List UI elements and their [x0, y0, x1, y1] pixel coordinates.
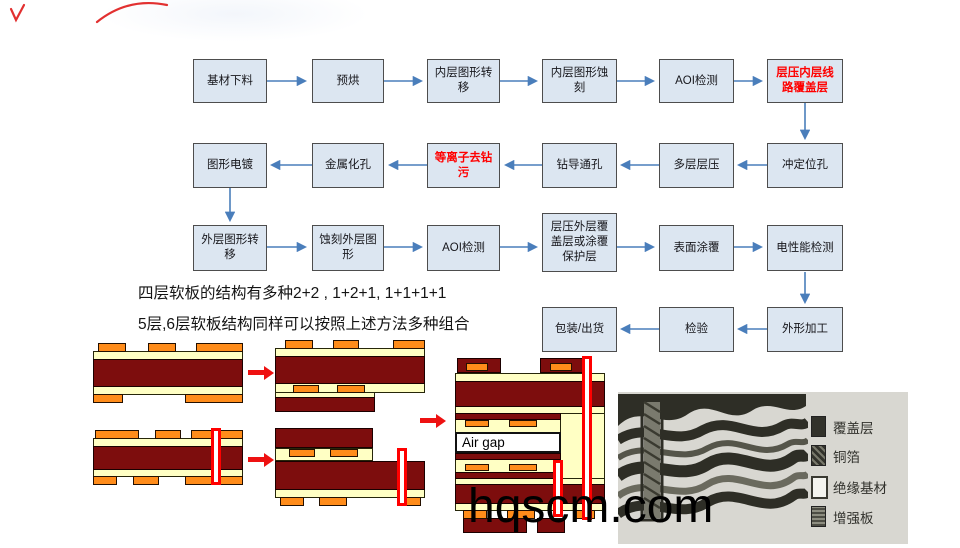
- flow-step-20: 检验: [659, 307, 734, 352]
- pcb-stack-b1: [93, 428, 243, 486]
- copper-pad: [93, 476, 117, 485]
- air-gap-label: Air gap: [462, 435, 505, 450]
- legend-swatch-coverlay: [811, 416, 826, 437]
- flow-step-2: 预烘: [312, 59, 384, 103]
- flow-step-14: 蚀刻外层图形: [312, 225, 384, 271]
- air-gap: Air gap: [455, 432, 561, 453]
- copper-pad: [289, 449, 315, 457]
- copper-pad: [319, 497, 347, 506]
- copper-pad: [550, 363, 572, 371]
- watermark-text: hqscm.com: [468, 480, 714, 533]
- conductor-layer: [93, 359, 243, 387]
- flow-step-5: AOI检测: [659, 59, 734, 103]
- conductor-layer: [455, 472, 561, 479]
- cutaway-illustration: [618, 392, 808, 544]
- conductor-layer: [455, 413, 561, 420]
- copper-pad: [466, 363, 488, 371]
- legend-label: 铜箔: [833, 450, 860, 465]
- copper-pad: [196, 343, 243, 352]
- flow-step-13: 外层图形转移: [193, 225, 267, 271]
- copper-pad: [393, 340, 425, 349]
- flow-step-12: 冲定位孔: [767, 143, 843, 188]
- pcb-stack-b2: [275, 428, 425, 508]
- plated-via: [553, 460, 563, 517]
- copper-pad: [337, 385, 365, 393]
- flex-pcb-photo: 覆盖层 铜箔 绝缘基材 增强板: [618, 392, 908, 544]
- copper-pad: [98, 343, 126, 352]
- copper-pad: [185, 394, 243, 403]
- flow-step-3: 内层图形转移: [427, 59, 500, 103]
- legend-label: 增强板: [833, 511, 874, 526]
- copper-pad: [148, 343, 176, 352]
- copper-pad: [509, 464, 537, 471]
- flow-step-19: 包装/出货: [542, 307, 617, 352]
- red-pen-marks: [9, 1, 169, 24]
- copper-pad: [507, 510, 535, 519]
- copper-pad: [285, 340, 313, 349]
- flow-step-1: 基材下料: [193, 59, 267, 103]
- copper-pad: [330, 449, 358, 457]
- legend-label: 绝缘基材: [833, 481, 887, 496]
- conductor-layer: [275, 397, 375, 412]
- copper-pad: [465, 420, 489, 427]
- plated-via: [211, 428, 221, 485]
- copper-pad: [293, 385, 319, 393]
- flow-step-6: 层压内层线路覆盖层: [767, 59, 843, 103]
- legend-swatch-copper-foil: [811, 445, 826, 466]
- conductor-layer: [275, 356, 425, 384]
- note-line-1: 四层软板的结构有多种2+2 , 1+2+1, 1+1+1+1: [138, 285, 447, 302]
- legend-label: 覆盖层: [833, 421, 874, 436]
- legend-swatch-stiffener: [811, 506, 826, 527]
- conductor-layer: [455, 453, 561, 460]
- copper-pad: [509, 420, 537, 427]
- flow-step-11: 多层层压: [659, 143, 734, 188]
- flow-step-16: 层压外层覆盖层或涂覆保护层: [542, 213, 617, 272]
- process-arrow: [248, 366, 276, 380]
- process-arrow: [420, 414, 448, 428]
- flow-step-17: 表面涂覆: [659, 225, 734, 271]
- stiffener-block: [537, 518, 565, 533]
- pcb-stack-multilayer: Air gap: [455, 356, 605, 535]
- conductor-layer: [455, 381, 605, 407]
- flow-step-9: 等离子去钻污: [427, 143, 500, 188]
- flow-step-7: 图形电镀: [193, 143, 267, 188]
- copper-pad: [95, 430, 139, 439]
- flow-step-8: 金属化孔: [312, 143, 384, 188]
- flow-step-18: 电性能检测: [767, 225, 843, 271]
- plated-via: [397, 448, 407, 506]
- note-line-2: 5层,6层软板结构同样可以按照上述方法多种组合: [138, 316, 470, 333]
- stiffener-block: [463, 518, 527, 533]
- copper-pad: [155, 430, 181, 439]
- flow-step-4: 内层图形蚀刻: [542, 59, 617, 103]
- copper-pad: [280, 497, 304, 506]
- copper-pad: [333, 340, 359, 349]
- plated-via: [582, 356, 592, 520]
- flow-step-10: 钻导通孔: [542, 143, 617, 188]
- copper-pad: [93, 394, 123, 403]
- legend-swatch-insulating-substrate: [811, 476, 828, 499]
- conductor-layer: [275, 428, 373, 448]
- pcb-stack-a2: [275, 340, 425, 412]
- flow-step-21: 外形加工: [767, 307, 843, 352]
- pcb-stack-a1: [93, 343, 243, 403]
- conductor-layer: [455, 484, 605, 504]
- flow-step-15: AOI检测: [427, 225, 500, 271]
- copper-pad: [465, 464, 489, 471]
- copper-pad: [133, 476, 159, 485]
- process-arrow: [248, 453, 276, 467]
- copper-pad: [463, 510, 487, 519]
